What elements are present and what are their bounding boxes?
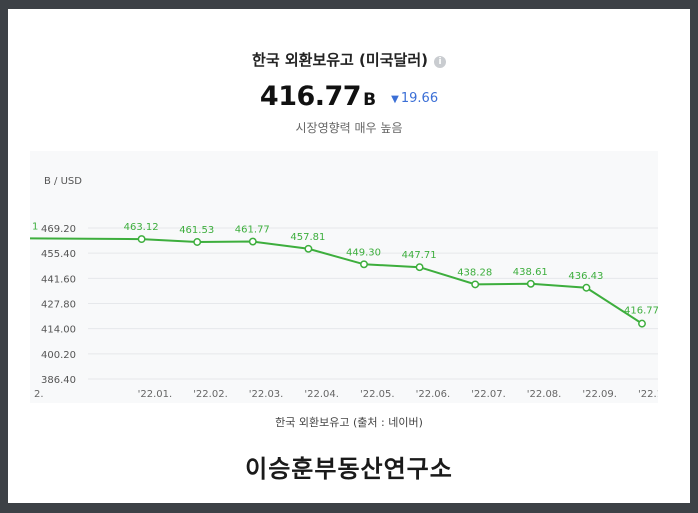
info-icon[interactable]: i <box>433 56 446 68</box>
chart-title: 한국 외환보유고 (미국달러) <box>252 51 428 69</box>
y-axis-unit-label: B / USD <box>44 176 82 187</box>
x-tick-label: '22.08. <box>527 389 562 400</box>
x-tick-label: '22.06. <box>416 389 451 400</box>
x-tick-label: '22.04. <box>304 389 339 400</box>
data-line-series <box>30 237 643 325</box>
line-chart: B / USD 469.20 455.40 441.60 427.80 414.00 400… <box>30 151 658 403</box>
data-label: 463.12 <box>124 222 159 233</box>
y-tick-label: 441.60 <box>41 274 76 285</box>
watermark-text: 이승훈부동산연구소 <box>245 455 453 483</box>
data-label: 457.81 <box>290 232 325 243</box>
data-point <box>137 235 146 244</box>
x-tick-label: '22.05. <box>360 389 395 400</box>
data-label: 436.43 <box>568 271 603 282</box>
x-tick-label: '22.07. <box>471 389 506 400</box>
data-point <box>638 319 646 328</box>
data-label: 416.77 <box>624 306 658 317</box>
chart-card: 한국 외환보유고 (미국달러) i 416.77 B ▼ 19.66 시장영향력 매우… <box>8 9 690 503</box>
data-label: 461.77 <box>235 225 270 236</box>
data-point <box>360 260 368 269</box>
data-point <box>415 263 424 272</box>
data-point <box>304 244 313 253</box>
data-label: 447.71 <box>402 250 437 261</box>
y-tick-label: 400.20 <box>41 350 76 361</box>
down-triangle-icon: ▼ <box>391 94 399 105</box>
chart-title-row: 한국 외환보유고 (미국달러) i <box>8 49 690 70</box>
x-tick-label: '22.01. <box>138 389 173 400</box>
x-tick-label: '22.02. <box>193 389 228 400</box>
data-label: 449.30 <box>346 247 381 258</box>
value-unit: B <box>363 90 377 110</box>
market-impact-label: 시장영향력 매우 높음 <box>295 121 403 135</box>
x-tick-label: '22.03. <box>249 389 284 400</box>
data-label: 438.61 <box>513 267 548 278</box>
y-tick-label: 414.00 <box>41 325 76 336</box>
current-value: 416.77 <box>259 81 362 112</box>
chart-caption: 한국 외환보유고 (출처 : 네이버) <box>275 416 423 429</box>
data-label: 438.28 <box>457 267 492 278</box>
line-chart-svg: B / USD 469.20 455.40 441.60 427.80 414.00 400… <box>30 176 658 400</box>
change-value: 19.66 <box>400 91 439 106</box>
x-tick-label: 2. <box>34 389 44 400</box>
data-point <box>526 279 535 288</box>
y-tick-label: 427.80 <box>41 300 76 311</box>
x-tick-label: '22.10. <box>638 389 658 400</box>
y-tick-label: 386.40 <box>41 375 76 386</box>
y-tick-label: 469.20 <box>41 224 76 235</box>
data-point <box>248 237 257 246</box>
data-label: 1 <box>32 221 38 232</box>
y-tick-label: 455.40 <box>41 249 76 260</box>
data-label: 461.53 <box>179 225 214 236</box>
data-point <box>471 280 480 289</box>
current-value-row: 416.77 B ▼ 19.66 <box>8 81 690 112</box>
data-point <box>193 238 202 246</box>
x-tick-label: '22.09. <box>582 389 617 400</box>
change-indicator: ▼ 19.66 <box>391 91 438 106</box>
data-point <box>582 283 591 292</box>
